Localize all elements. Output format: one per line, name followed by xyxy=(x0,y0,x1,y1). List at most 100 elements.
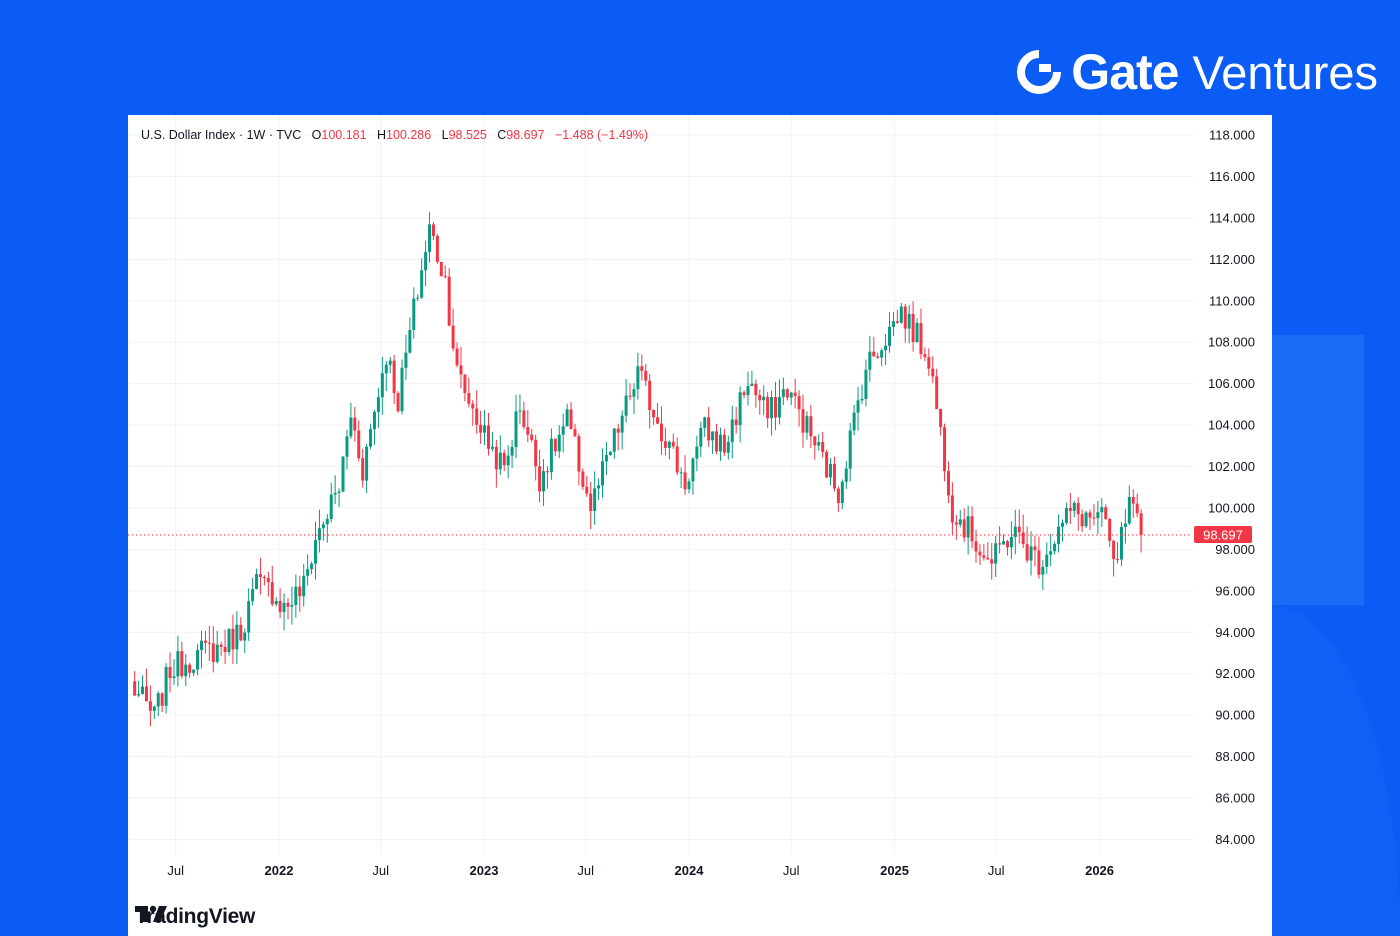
candle-body xyxy=(294,586,298,605)
legend-low-label: L xyxy=(441,128,449,142)
candle-body xyxy=(306,569,310,576)
tradingview-logo[interactable]: TradingView xyxy=(135,905,255,929)
candle-body xyxy=(1104,507,1108,519)
candle-body xyxy=(282,602,286,613)
candle-body xyxy=(640,366,644,371)
candle-body xyxy=(781,389,785,397)
candle-body xyxy=(632,389,636,397)
y-tick-label: 114.000 xyxy=(1209,210,1255,225)
candle-body xyxy=(832,463,836,489)
candle-body xyxy=(565,409,569,427)
candle-body xyxy=(274,601,278,605)
background-decoration-arc xyxy=(1272,605,1400,936)
candle-body xyxy=(683,472,687,490)
candle-body xyxy=(581,471,585,487)
candle-body xyxy=(235,624,239,650)
legend-symbol: U.S. Dollar Index · 1W · TVC xyxy=(141,128,302,142)
candle-body xyxy=(864,369,868,399)
candle-body xyxy=(302,575,306,597)
candle-body xyxy=(1108,518,1112,541)
candle-body xyxy=(172,676,176,678)
candle-body xyxy=(970,516,974,542)
y-tick-label: 86.000 xyxy=(1215,791,1255,806)
candle-body xyxy=(738,392,742,425)
candle-body xyxy=(148,701,152,711)
candle-body xyxy=(726,441,730,453)
legend-low-value: 98.525 xyxy=(448,128,487,142)
candle-body xyxy=(424,252,428,271)
candle-body xyxy=(156,693,160,707)
candle-body xyxy=(880,350,884,358)
candle-body xyxy=(1112,540,1116,560)
candle-body xyxy=(868,351,872,370)
candle-body xyxy=(1088,512,1092,518)
y-tick-label: 84.000 xyxy=(1215,832,1255,847)
background-decoration-rect xyxy=(1272,335,1364,605)
candle-body xyxy=(1009,537,1013,548)
candle-body xyxy=(211,643,215,662)
candle-body xyxy=(671,441,675,447)
candle-body xyxy=(624,395,628,416)
candle-body xyxy=(538,466,542,492)
candle-body xyxy=(133,681,137,696)
candle-body xyxy=(809,416,813,437)
candle-body xyxy=(923,354,927,358)
candle-body xyxy=(455,348,459,366)
candle-body xyxy=(1025,544,1029,561)
candle-body xyxy=(931,368,935,377)
candle-body xyxy=(1060,522,1064,527)
candle-body xyxy=(1068,508,1072,511)
candle-body xyxy=(388,360,392,365)
candle-body xyxy=(856,400,860,413)
candle-body xyxy=(152,706,156,711)
candle-body xyxy=(542,471,546,492)
candle-body xyxy=(821,442,825,453)
candle-body xyxy=(1064,508,1068,523)
candle-body xyxy=(1053,543,1057,552)
x-tick-label: 2024 xyxy=(675,863,705,878)
y-tick-label: 88.000 xyxy=(1215,749,1255,764)
candle-body xyxy=(349,417,353,437)
candle-body xyxy=(475,408,479,425)
candle-body xyxy=(392,360,396,393)
candle-body xyxy=(404,352,408,368)
candle-body xyxy=(239,624,243,641)
candle-body xyxy=(1096,512,1100,519)
legend-high-value: 100.286 xyxy=(386,128,432,142)
candle-body xyxy=(270,582,274,605)
candle-body xyxy=(141,686,145,694)
candle-body xyxy=(746,386,750,396)
candle-body xyxy=(247,601,251,633)
candle-body xyxy=(176,651,180,677)
candle-body xyxy=(278,601,282,613)
price-chart[interactable]: 118.000 116.000 114.000 112.000 110.000 108.0… xyxy=(128,115,1272,936)
candle-body xyxy=(199,640,203,651)
candle-body xyxy=(762,396,766,401)
candle-body xyxy=(773,396,777,418)
candle-body xyxy=(958,519,962,525)
candle-body xyxy=(317,528,321,541)
candle-body xyxy=(443,276,447,278)
last-price-label: 98.697 xyxy=(1203,527,1243,542)
candle-body xyxy=(585,486,589,494)
candle-body xyxy=(298,586,302,597)
candle-body xyxy=(734,419,738,425)
candle-body xyxy=(1021,532,1025,545)
candle-body xyxy=(459,365,463,375)
candle-body xyxy=(203,640,207,643)
y-tick-label: 110.000 xyxy=(1209,293,1255,308)
candle-body xyxy=(168,667,172,678)
candle-body xyxy=(770,396,774,419)
candle-body xyxy=(1139,513,1143,535)
x-tick-label: Jul xyxy=(372,863,389,878)
candle-body xyxy=(380,373,384,398)
y-tick-label: 90.000 xyxy=(1215,708,1255,723)
candle-body xyxy=(593,488,597,512)
candle-body xyxy=(986,557,990,560)
candle-body xyxy=(545,471,549,473)
candle-body xyxy=(597,485,601,489)
candle-body xyxy=(549,438,553,473)
y-tick-label: 106.000 xyxy=(1208,376,1255,391)
candle-body xyxy=(463,374,467,394)
chart-card[interactable]: 118.000 116.000 114.000 112.000 110.000 108.0… xyxy=(128,115,1272,936)
